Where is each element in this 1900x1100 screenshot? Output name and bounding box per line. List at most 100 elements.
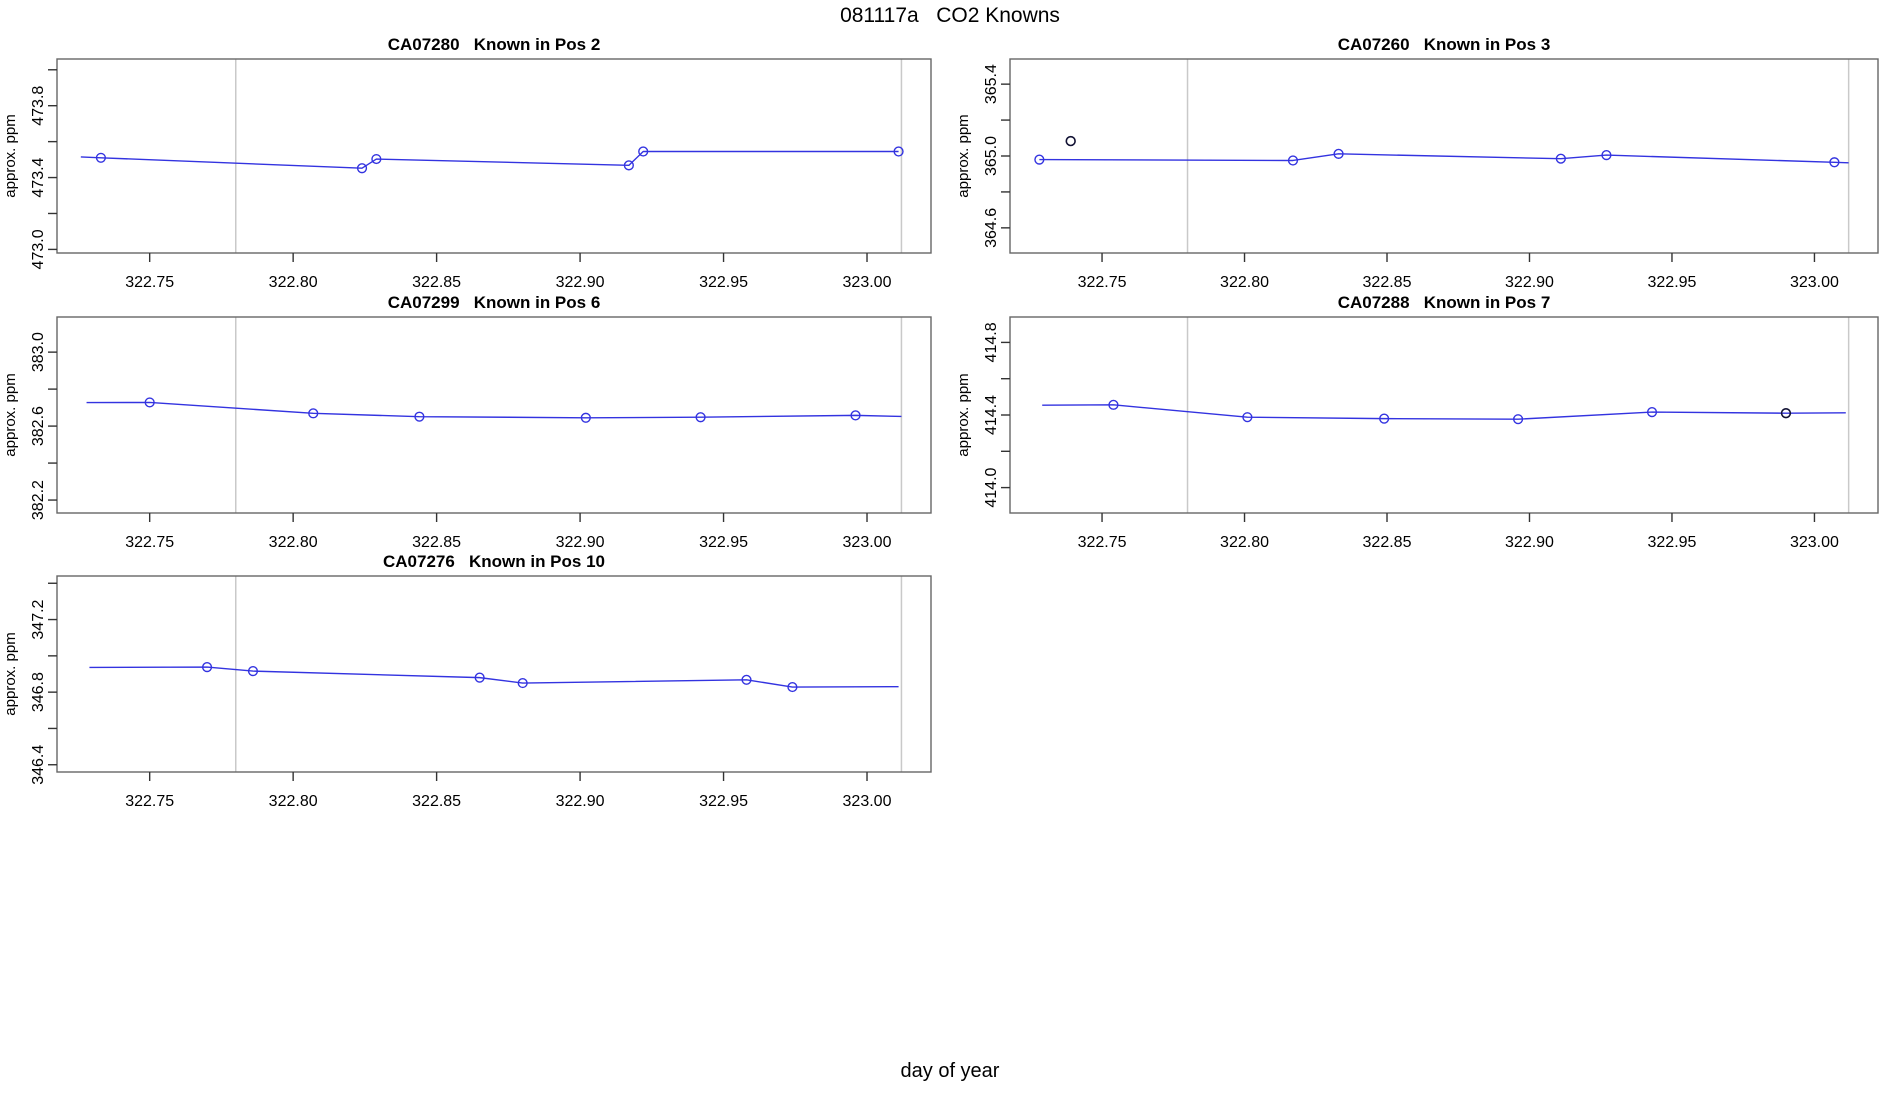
x-tick-label: 322.75: [1078, 274, 1127, 291]
y-tick-label: 382.6: [30, 406, 47, 446]
data-point: [371, 153, 382, 165]
x-tick-label: 322.80: [269, 534, 318, 551]
x-tick-label: 322.85: [412, 793, 461, 810]
y-tick-label: 346.8: [30, 672, 47, 712]
x-tick-label: 322.80: [269, 274, 318, 291]
x-tick-label: 323.00: [843, 793, 892, 810]
data-line: [80, 150, 899, 169]
data-point: [1555, 153, 1566, 164]
x-tick-label: 322.85: [1363, 274, 1412, 291]
y-tick-label: 473.4: [30, 157, 47, 197]
x-tick-label: 322.75: [125, 274, 174, 291]
data-point: [1379, 413, 1390, 424]
panel-title: CA07280 Known in Pos 2: [388, 35, 601, 54]
data-point: [95, 152, 107, 163]
flagged-data-point: [1065, 135, 1076, 147]
data-point: [1512, 414, 1524, 425]
panel-CA07260: 322.75 322.80 322.85 322.90 322.95 323.00 364.…: [955, 35, 1879, 291]
data-point: [247, 665, 259, 677]
data-point: [1242, 412, 1253, 423]
data-point: [201, 662, 213, 673]
x-tick-label: 322.85: [412, 534, 461, 551]
data-point: [356, 163, 368, 174]
x-tick-label: 322.85: [1363, 534, 1412, 551]
data-point: [580, 412, 591, 423]
data-point: [517, 677, 528, 689]
data-line: [1039, 153, 1849, 164]
x-tick-label: 323.00: [843, 274, 892, 291]
y-tick-label: 473.8: [30, 86, 47, 126]
data-point: [1646, 406, 1658, 418]
data-line: [89, 666, 899, 688]
data-point: [144, 397, 155, 408]
data-point: [414, 411, 425, 422]
y-tick-label: 414.8: [983, 322, 1000, 362]
x-tick-label: 322.75: [125, 534, 174, 551]
data-point: [695, 412, 706, 423]
x-tick-label: 322.85: [412, 274, 461, 291]
plot-box: [56, 58, 932, 254]
x-tick-label: 322.80: [269, 793, 318, 810]
y-axis-title: approx. ppm: [2, 114, 19, 197]
data-point: [787, 681, 798, 693]
y-axis-title: approx. ppm: [2, 373, 19, 456]
data-point: [741, 674, 752, 685]
y-tick-label: 383.0: [30, 332, 47, 372]
data-point: [1034, 154, 1045, 165]
y-tick-label: 382.2: [30, 480, 47, 520]
x-tick-label: 322.90: [556, 534, 605, 551]
x-axis-label: day of year: [900, 1060, 1000, 1082]
data-point: [638, 146, 649, 157]
x-tick-label: 322.95: [1648, 534, 1697, 551]
flagged-data-point: [1780, 407, 1792, 419]
x-tick-label: 323.00: [843, 534, 892, 551]
data-point: [1829, 157, 1840, 168]
x-tick-label: 322.75: [125, 793, 174, 810]
y-tick-label: 346.4: [30, 745, 47, 785]
x-tick-label: 322.80: [1220, 274, 1269, 291]
data-point: [1333, 148, 1344, 159]
x-tick-label: 322.95: [699, 274, 748, 291]
y-tick-label: 347.2: [30, 599, 47, 639]
data-point: [1601, 150, 1612, 161]
x-tick-label: 322.90: [1505, 534, 1554, 551]
x-tick-label: 323.00: [1790, 534, 1839, 551]
x-tick-label: 322.90: [556, 793, 605, 810]
y-axis-title: approx. ppm: [955, 373, 972, 456]
data-point: [623, 160, 634, 171]
y-axis-title: approx. ppm: [2, 632, 19, 715]
data-line: [86, 401, 902, 419]
plot-box: [56, 316, 932, 514]
x-tick-label: 322.95: [1648, 274, 1697, 291]
x-tick-label: 322.95: [699, 534, 748, 551]
x-tick-label: 322.95: [699, 793, 748, 810]
panel-CA07276: 322.75 322.80 322.85 322.90 322.95 323.00 346.…: [2, 552, 932, 810]
x-tick-label: 322.90: [556, 274, 605, 291]
data-point: [474, 672, 485, 683]
data-point: [308, 408, 319, 419]
panel-CA07288: 322.75 322.80 322.85 322.90 322.95 323.00 414.…: [955, 293, 1879, 551]
panel-title: CA07288 Known in Pos 7: [1338, 293, 1551, 312]
data-line: [1042, 404, 1846, 420]
x-tick-label: 322.90: [1505, 274, 1554, 291]
x-tick-label: 323.00: [1790, 274, 1839, 291]
plot-box: [56, 575, 932, 773]
x-tick-label: 322.75: [1078, 534, 1127, 551]
y-tick-label: 365.0: [983, 136, 1000, 176]
panel-title: CA07260 Known in Pos 3: [1338, 35, 1551, 54]
panel-title: CA07299 Known in Pos 6: [388, 293, 601, 312]
y-axis-title: approx. ppm: [955, 114, 972, 197]
data-point: [893, 146, 904, 157]
y-tick-label: 414.0: [983, 467, 1000, 507]
x-tick-label: 322.80: [1220, 534, 1269, 551]
y-tick-label: 473.0: [30, 229, 47, 269]
data-point: [850, 410, 861, 421]
page-title: 081117a CO2 Knowns: [840, 4, 1060, 27]
data-point: [1108, 399, 1119, 410]
y-tick-label: 365.4: [983, 64, 1000, 104]
y-tick-label: 364.6: [983, 208, 1000, 248]
panel-CA07280: 322.75 322.80 322.85 322.90 322.95 323.00 473.…: [2, 35, 932, 291]
panel-CA07299: 322.75 322.80 322.85 322.90 322.95 323.00 382.…: [2, 293, 932, 551]
plot-box: [1009, 316, 1879, 514]
